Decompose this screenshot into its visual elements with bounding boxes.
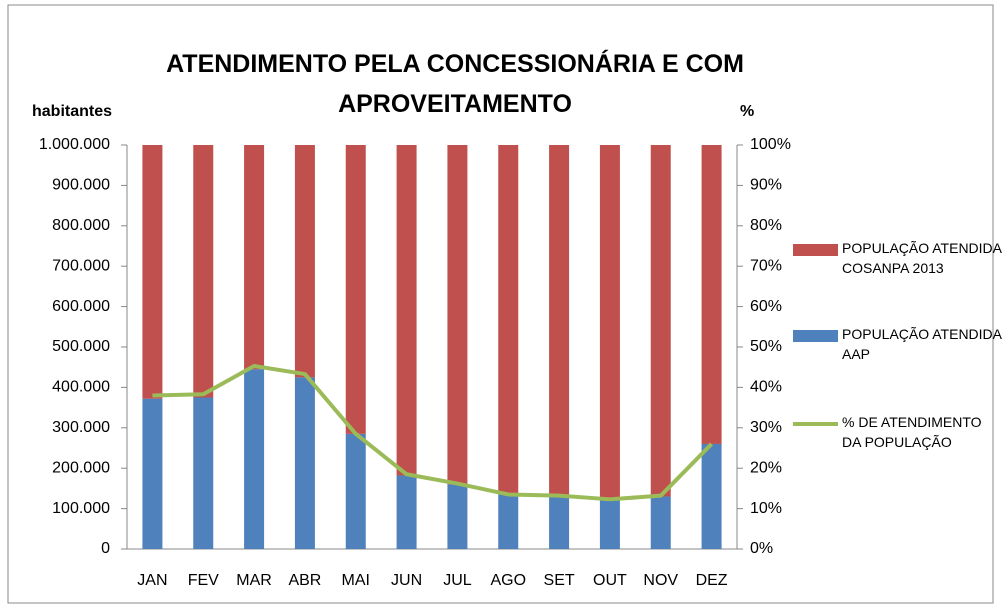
bar — [701, 443, 722, 549]
bar — [447, 484, 468, 549]
y-tick-label: 0 — [101, 540, 110, 557]
x-tick-label: ABR — [288, 572, 321, 589]
y2-tick-label: 20% — [750, 459, 782, 476]
y2-tick-label: 100% — [750, 136, 791, 153]
y2-tick-label: 60% — [750, 298, 782, 315]
x-tick-label: DEZ — [696, 572, 728, 589]
chart-border — [7, 4, 994, 604]
bar — [599, 499, 620, 549]
x-tick-label: NOV — [643, 572, 678, 589]
legend-label: POPULAÇÃO ATENDIDA COSANPA 2013 — [842, 240, 1002, 276]
bar — [294, 377, 315, 549]
x-tick-label: JUL — [443, 572, 472, 589]
x-tick-label: MAI — [342, 572, 370, 589]
y-tick-label: 300.000 — [52, 419, 110, 436]
x-tick-label: JUN — [391, 572, 422, 589]
y2-tick-label: 90% — [750, 177, 782, 194]
y-tick-label: 500.000 — [52, 338, 110, 355]
bar — [396, 145, 417, 476]
y-tick-label: 800.000 — [52, 217, 110, 234]
x-tick-label: SET — [544, 572, 575, 589]
bar — [650, 496, 671, 549]
y-tick-label: 700.000 — [52, 257, 110, 274]
bar — [498, 145, 519, 495]
x-tick-label: FEV — [188, 572, 219, 589]
y2-tick-label: 10% — [750, 500, 782, 517]
y-tick-label: 1.000.000 — [39, 136, 110, 153]
bar — [193, 145, 214, 398]
bar — [244, 145, 265, 370]
line-series — [152, 363, 714, 502]
bar — [345, 145, 366, 434]
legend-label: POPULAÇÃO ATENDIDA AAP — [842, 326, 1002, 362]
bar — [142, 145, 163, 399]
chart-title: ATENDIMENTO PELA CONCESSIONÁRIA E COM AP… — [166, 50, 744, 118]
bar — [345, 433, 366, 549]
legend-swatch — [793, 330, 838, 342]
bar — [142, 398, 163, 549]
bar — [650, 145, 671, 497]
bar — [244, 369, 265, 549]
y2-tick-label: 80% — [750, 217, 782, 234]
bar — [599, 145, 620, 500]
y2-tick-label: 40% — [750, 379, 782, 396]
bar — [498, 494, 519, 549]
y-tick-label: 100.000 — [52, 500, 110, 517]
y-tick-label: 900.000 — [52, 177, 110, 194]
y2-tick-label: 0% — [750, 540, 773, 557]
bar — [294, 145, 315, 378]
bar — [549, 496, 570, 549]
x-tick-label: MAR — [236, 572, 272, 589]
bar — [447, 145, 468, 485]
x-tick-label: JAN — [137, 572, 167, 589]
y2-tick-label: 70% — [750, 257, 782, 274]
x-tick-label: AGO — [490, 572, 526, 589]
y2-tick-label: 30% — [750, 419, 782, 436]
bar — [396, 475, 417, 549]
legend-swatch — [793, 244, 838, 256]
y-tick-label: 200.000 — [52, 459, 110, 476]
y-tick-label: 600.000 — [52, 298, 110, 315]
legend-label: % DE ATENDIMENTO DA POPULAÇÃO — [842, 414, 982, 450]
y-axis-label: habitantes — [32, 103, 113, 120]
bar — [701, 145, 722, 444]
bar — [549, 145, 570, 497]
y2-tick-label: 50% — [750, 338, 782, 355]
y-tick-label: 400.000 — [52, 379, 110, 396]
bar — [193, 397, 214, 549]
y2-axis-label: % — [740, 103, 755, 120]
x-tick-label: OUT — [593, 572, 627, 589]
